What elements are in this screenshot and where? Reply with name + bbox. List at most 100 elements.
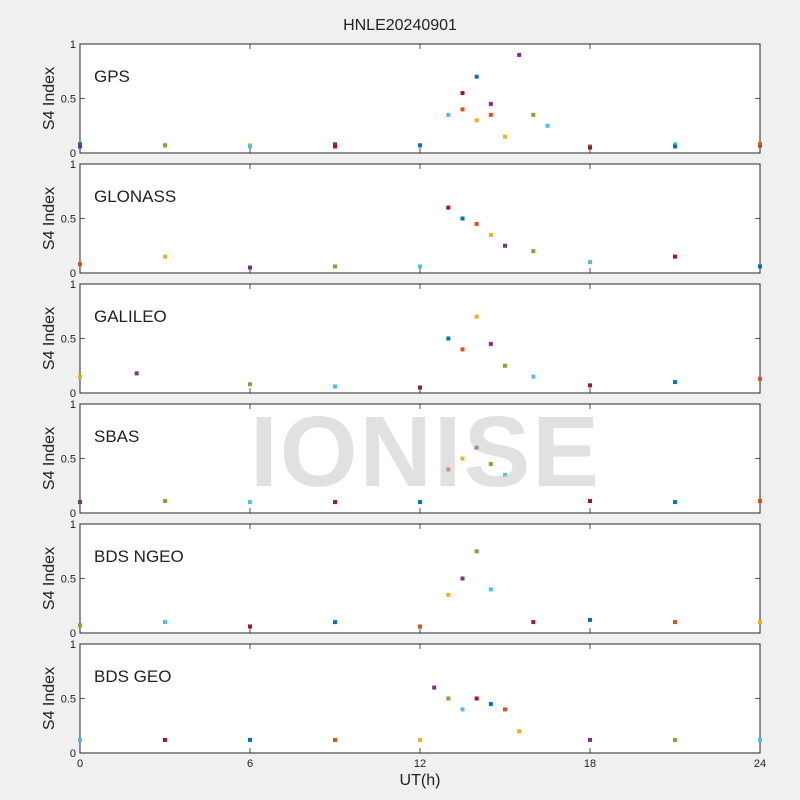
data-point (418, 143, 422, 148)
data-point (488, 232, 493, 237)
data-point (488, 101, 493, 106)
y-tick-label: 0.5 (61, 694, 76, 706)
data-point (333, 144, 337, 149)
plot-area (79, 403, 761, 514)
y-axis-label: S4 Index (41, 307, 58, 370)
data-point (474, 445, 479, 450)
data-point (758, 620, 762, 625)
data-point (446, 205, 451, 210)
data-point (163, 499, 167, 504)
data-point (78, 144, 82, 149)
data-point (758, 376, 762, 381)
data-point (418, 385, 422, 390)
y-tick-label: 1 (70, 279, 76, 291)
data-point (460, 216, 465, 221)
data-point (163, 737, 167, 742)
panel-gps (78, 43, 762, 154)
data-point (531, 374, 536, 379)
panel-glonass (78, 163, 762, 274)
data-point (503, 243, 507, 248)
data-point (488, 112, 493, 117)
y-tick-label: 0 (70, 388, 76, 400)
data-point (248, 624, 252, 629)
data-point (673, 380, 677, 385)
data-point (588, 499, 592, 504)
data-point (474, 696, 479, 701)
data-point (333, 737, 337, 742)
data-point (460, 91, 465, 96)
data-point (460, 707, 465, 712)
data-point (163, 143, 167, 148)
data-point (474, 549, 479, 554)
data-point (446, 112, 451, 117)
y-tick-label: 0.5 (61, 334, 76, 346)
y-tick-label: 1 (70, 639, 76, 651)
panel-sbas (78, 403, 762, 514)
panel-label: SBAS (94, 427, 139, 446)
data-point (248, 500, 252, 505)
data-point (163, 254, 167, 259)
y-tick-label: 0 (70, 268, 76, 280)
data-point (673, 254, 677, 259)
y-tick-label: 0 (70, 748, 76, 760)
y-tick-label: 0 (70, 508, 76, 520)
data-point (78, 500, 82, 505)
data-point (78, 374, 82, 379)
x-tick-label: 12 (414, 758, 426, 770)
x-axis-label: UT(h) (399, 772, 441, 789)
y-tick-label: 0.5 (61, 214, 76, 226)
data-point (474, 221, 479, 226)
data-point (474, 314, 479, 319)
panel-galileo (78, 283, 762, 394)
data-point (333, 384, 337, 389)
data-point (163, 620, 167, 625)
plot-area (79, 43, 761, 154)
x-tick-label: 18 (584, 758, 596, 770)
data-point (474, 118, 479, 123)
data-point (673, 737, 677, 742)
data-point (446, 336, 451, 341)
data-point (460, 576, 465, 581)
data-point (673, 620, 677, 625)
panel-bds-geo (78, 643, 762, 754)
panel-label: GPS (94, 67, 130, 86)
data-point (588, 260, 592, 265)
data-point (446, 696, 451, 701)
data-point (531, 249, 536, 254)
y-tick-label: 0.5 (61, 574, 76, 586)
data-point (248, 382, 252, 387)
data-point (432, 685, 437, 690)
panel-label: BDS NGEO (94, 547, 184, 566)
data-point (446, 592, 451, 597)
y-tick-label: 0.5 (61, 94, 76, 106)
data-point (78, 737, 82, 742)
panel-label: GLONASS (94, 187, 176, 206)
data-point (517, 52, 522, 57)
y-tick-label: 1 (70, 159, 76, 171)
data-point (446, 467, 451, 472)
y-tick-label: 0.5 (61, 454, 76, 466)
data-point (503, 707, 507, 712)
y-axis-label: S4 Index (41, 187, 58, 250)
panel-label: BDS GEO (94, 667, 171, 686)
data-point (248, 265, 252, 270)
data-point (248, 737, 252, 742)
data-point (333, 620, 337, 625)
data-point (418, 264, 422, 269)
data-point (758, 142, 762, 147)
x-tick-label: 0 (77, 758, 83, 770)
chart-title: HNLE20240901 (343, 17, 457, 34)
y-axis-label: S4 Index (41, 667, 58, 730)
data-point (588, 737, 592, 742)
data-point (488, 341, 493, 346)
data-point (488, 701, 493, 706)
y-tick-label: 1 (70, 399, 76, 411)
data-point (78, 623, 82, 628)
data-point (588, 617, 592, 622)
data-point (488, 461, 493, 466)
data-point (333, 142, 337, 147)
data-point (503, 134, 507, 139)
plot-area (79, 283, 761, 394)
plot-area (79, 523, 761, 634)
